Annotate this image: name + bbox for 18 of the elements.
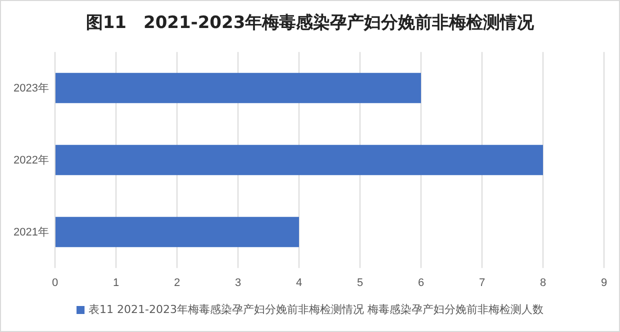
x-tick-label: 8 (540, 276, 546, 289)
bar (55, 72, 421, 104)
y-tick-label: 2022年 (14, 154, 49, 167)
bar (55, 216, 299, 248)
x-tick-label: 3 (234, 276, 242, 289)
bar (55, 144, 543, 176)
x-tick-label: 9 (600, 276, 608, 289)
x-tick-label: 5 (356, 276, 364, 289)
legend-label: 表11 2021-2023年梅毒感染孕产妇分娩前非梅检测情况 梅毒感染孕产妇分娩前非梅检测人数 (88, 303, 544, 316)
y-tick-label: 2023年 (14, 82, 49, 95)
x-tick-label: 2 (174, 276, 180, 289)
chart-title: 图11 2021-2023年梅毒感染孕产妇分娩前非梅检测情况 (86, 13, 536, 33)
x-tick-label: 1 (112, 276, 120, 289)
x-tick-label: 6 (418, 276, 424, 289)
x-tick-label: 0 (52, 276, 58, 289)
x-tick-label: 4 (296, 276, 302, 289)
x-tick-label: 7 (478, 276, 486, 289)
y-tick-label: 2021年 (14, 226, 49, 239)
